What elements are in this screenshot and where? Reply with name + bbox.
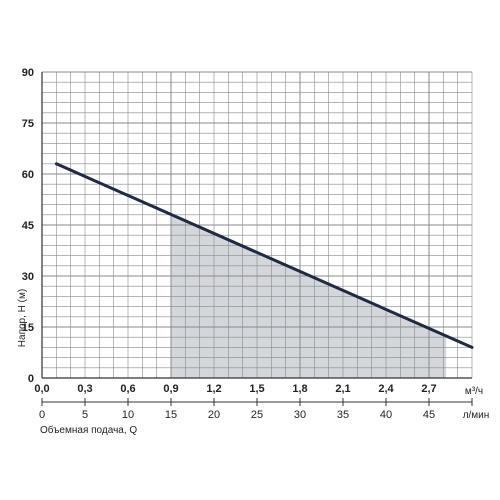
x-unit-primary: м³/ч <box>465 386 483 397</box>
head-curve-line <box>54 162 474 349</box>
y-axis-title: Напор, H (м) <box>17 289 28 347</box>
x-tick-label-primary: 1,2 <box>206 383 221 395</box>
x-tick-label-primary: 2,4 <box>378 383 394 395</box>
chart-grid <box>41 71 473 379</box>
y-tick-labels: 0 15 30 45 60 75 90 <box>22 67 34 385</box>
y-tick-label: 90 <box>22 67 34 79</box>
x-tick-label-primary: 2,7 <box>421 383 436 395</box>
y-tick-label: 0 <box>28 373 34 385</box>
x-tick-label-secondary: 35 <box>337 409 349 421</box>
x-tick-label-primary: 0,3 <box>77 383 92 395</box>
x-tick-label-primary: 2,1 <box>335 383 350 395</box>
x-tick-label-secondary: 25 <box>251 409 263 421</box>
chart-series <box>54 162 474 349</box>
x-tick-label-primary: 1,5 <box>249 383 264 395</box>
x-tick-label-secondary: 5 <box>82 409 88 421</box>
x-tick-label-secondary: 30 <box>294 409 306 421</box>
x-tick-label-secondary: 0 <box>39 409 45 421</box>
x-tick-label-primary: 0,0 <box>34 383 49 395</box>
x-tick-label-primary: 0,9 <box>163 383 178 395</box>
y-tick-label: 60 <box>22 169 34 181</box>
y-tick-label: 45 <box>22 220 34 232</box>
x-tick-label-secondary: 45 <box>423 409 435 421</box>
x-tick-label-secondary: 20 <box>208 409 220 421</box>
x-tick-label-secondary: 40 <box>380 409 392 421</box>
x-tick-label-secondary: 15 <box>165 409 177 421</box>
x-tick-label-primary: 1,8 <box>292 383 307 395</box>
x-unit-secondary: л/мин <box>463 410 490 421</box>
x-axis-title: Объемная подача, Q <box>40 424 137 436</box>
x-tick-labels: 0,0 0,3 0,6 0,9 1,2 1,5 1,8 2,1 2,4 2,7 0 5 10 15 20 25… <box>34 383 436 421</box>
x-tick-label-secondary: 10 <box>122 409 134 421</box>
y-tick-label: 30 <box>22 271 34 283</box>
chart-axes <box>41 72 473 406</box>
y-tick-label: 15 <box>22 322 34 334</box>
y-tick-label: 75 <box>22 118 34 130</box>
x-tick-label-primary: 0,6 <box>120 383 135 395</box>
